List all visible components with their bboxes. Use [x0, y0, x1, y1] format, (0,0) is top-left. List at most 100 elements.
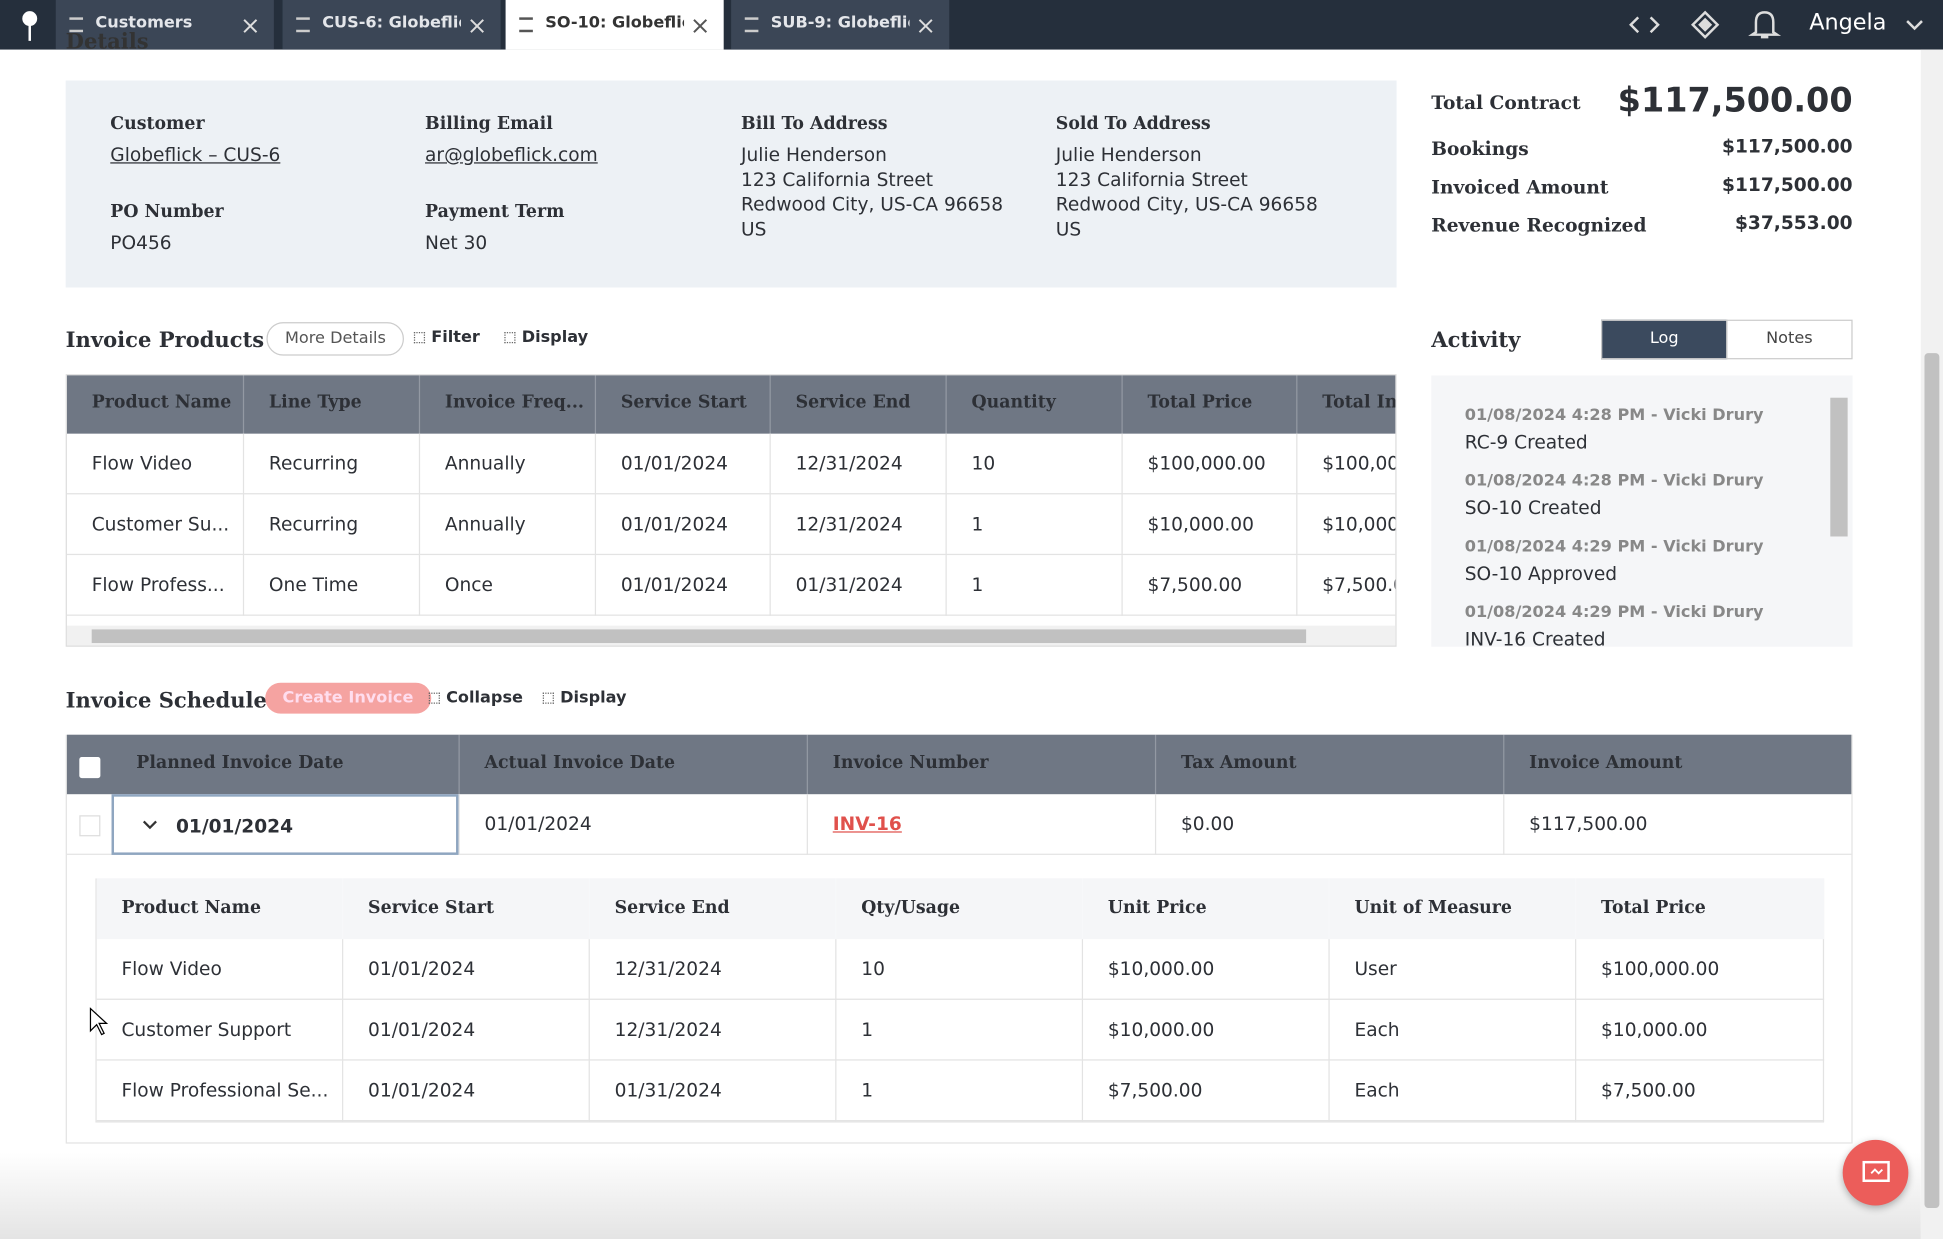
cell: Recurring: [242, 433, 419, 495]
activity-tab[interactable]: Notes: [1726, 319, 1853, 360]
cell: 01/01/2024: [342, 1060, 589, 1122]
field-label: PO Number: [110, 201, 224, 222]
cell[interactable]: INV-16: [806, 794, 1155, 855]
action-icon: [428, 692, 440, 704]
column-header: Tax Amount: [1154, 734, 1503, 795]
cell: Each: [1328, 999, 1575, 1061]
column-header: Unit Price: [1081, 878, 1329, 940]
action-button[interactable]: Display: [542, 689, 627, 707]
tab-icon: [744, 17, 759, 33]
row-checkbox[interactable]: [79, 815, 101, 837]
user-name[interactable]: Angela: [1809, 9, 1887, 36]
cell: 1: [945, 555, 1122, 616]
action-button[interactable]: More Details: [266, 322, 405, 356]
detail-table: Product Name Service Start Service End Qty/…: [95, 878, 1825, 1123]
user-menu-chevron[interactable]: [1906, 20, 1923, 31]
field-value: PO456: [110, 231, 172, 254]
chat-button[interactable]: [1842, 1139, 1909, 1206]
cell: $117,500.00: [1503, 794, 1854, 855]
cell: 12/31/2024: [588, 939, 836, 1000]
products-row: [66, 494, 1396, 556]
cell: Customer Support: [121, 1017, 292, 1041]
summary-value: $117,500.00: [1722, 173, 1853, 196]
column-header: Actual Invoice Date: [458, 734, 807, 795]
tab-close[interactable]: [691, 16, 708, 33]
column-header: Service End: [769, 375, 946, 434]
cell: Once: [418, 555, 595, 616]
action-button[interactable]: Display: [504, 328, 588, 347]
column-header: Invoice Amount: [1503, 734, 1854, 795]
tab-close[interactable]: [917, 16, 934, 33]
select-all-checkbox[interactable]: [79, 757, 101, 779]
cell: $7,500.00: [1575, 1060, 1824, 1122]
summary-label: Invoiced Amount: [1431, 175, 1609, 199]
h-scroll-thumb[interactable]: [91, 629, 1307, 644]
code-icon[interactable]: [1649, 16, 1660, 34]
field-value: Net 30: [425, 231, 488, 254]
code-icon[interactable]: [1629, 16, 1640, 34]
address-line: Redwood City, US-CA 96658: [741, 193, 1004, 216]
cell: 01/01/2024: [458, 794, 807, 855]
log-meta: 01/08/2024 4:29 PM - Vicki Drury: [1464, 603, 1764, 622]
schedule-table: Planned Invoice Date Actual Invoice Date I…: [65, 734, 1854, 1144]
tab[interactable]: SO-10: Globeflick: [505, 0, 724, 50]
bell-icon[interactable]: [1748, 11, 1782, 39]
v-scroll-thumb[interactable]: [1830, 397, 1848, 537]
products-row: [66, 555, 1396, 616]
tab-label: SO-10: Globeflick: [545, 13, 684, 33]
detail-row: [96, 939, 1825, 1000]
log-text: RC-9 Created: [1464, 431, 1588, 454]
column-header: Service End: [588, 878, 836, 940]
activity-tab[interactable]: Log: [1601, 319, 1728, 360]
action-button[interactable]: Create Invoice: [265, 682, 431, 714]
field-label: Customer: [110, 113, 205, 134]
cell: 1: [835, 999, 1082, 1061]
summary-label: Revenue Recognized: [1431, 214, 1647, 237]
log-meta: 01/08/2024 4:29 PM - Vicki Drury: [1464, 537, 1764, 557]
action-icon: [504, 332, 516, 344]
schedule-header: [66, 734, 1852, 795]
detail-row: [96, 1061, 1825, 1122]
address-line: 123 California Street: [1055, 168, 1248, 191]
log-meta: 01/08/2024 4:28 PM - Vicki Drury: [1464, 406, 1764, 425]
cell: 12/31/2024: [588, 999, 836, 1061]
cell: $100,00: [1296, 433, 1395, 495]
diamond-icon[interactable]: [1690, 10, 1720, 39]
cell: $100,000.00: [1575, 939, 1824, 1000]
cell: 01/31/2024: [588, 1060, 836, 1122]
section-heading: Invoice Schedule: [65, 688, 267, 714]
tab-close[interactable]: [242, 16, 259, 33]
scrollbar: [1920, 49, 1943, 1239]
tab[interactable]: Customers: [55, 0, 274, 50]
column-header: Product Name: [91, 392, 232, 413]
action-button[interactable]: Filter: [413, 328, 480, 347]
cell: 10: [945, 433, 1122, 495]
column-header: Total Inv: [1296, 375, 1395, 434]
field-value[interactable]: ar@globeflick.com: [425, 143, 598, 167]
expand-chevron[interactable]: [141, 817, 158, 834]
summary-label: Bookings: [1431, 137, 1529, 160]
field-value[interactable]: Globeflick – CUS-6: [110, 143, 281, 167]
column-header: Line Type: [242, 375, 419, 434]
field-label: Bill To Address: [741, 113, 888, 134]
column-header: Service Start: [594, 375, 770, 434]
tab[interactable]: CUS-6: Globeflick: [282, 0, 501, 50]
products-table: Product Name Line Type Invoice Freq... Serv…: [65, 374, 1397, 647]
cell: 01/01/2024: [594, 555, 770, 616]
action-button[interactable]: Collapse: [428, 689, 523, 707]
tab-icon: [519, 17, 533, 33]
scroll-thumb[interactable]: [1924, 353, 1940, 1209]
cell: $10,000: [1296, 494, 1395, 556]
activity-title: Activity: [1431, 328, 1521, 354]
cell: $0.00: [1154, 794, 1503, 855]
column-header: Qty/Usage: [835, 878, 1082, 940]
tab[interactable]: SUB-9: Globeflick: [731, 0, 950, 50]
summary-value: $117,500.00: [1722, 135, 1853, 158]
pin-icon[interactable]: [20, 10, 40, 42]
cell: User: [1328, 939, 1575, 1000]
tab-close[interactable]: [468, 16, 485, 33]
log-text: SO-10 Approved: [1464, 562, 1618, 585]
log-meta: 01/08/2024 4:28 PM - Vicki Drury: [1464, 472, 1764, 491]
address-line: US: [1055, 218, 1082, 241]
cell: $7,500.00: [1121, 555, 1296, 616]
